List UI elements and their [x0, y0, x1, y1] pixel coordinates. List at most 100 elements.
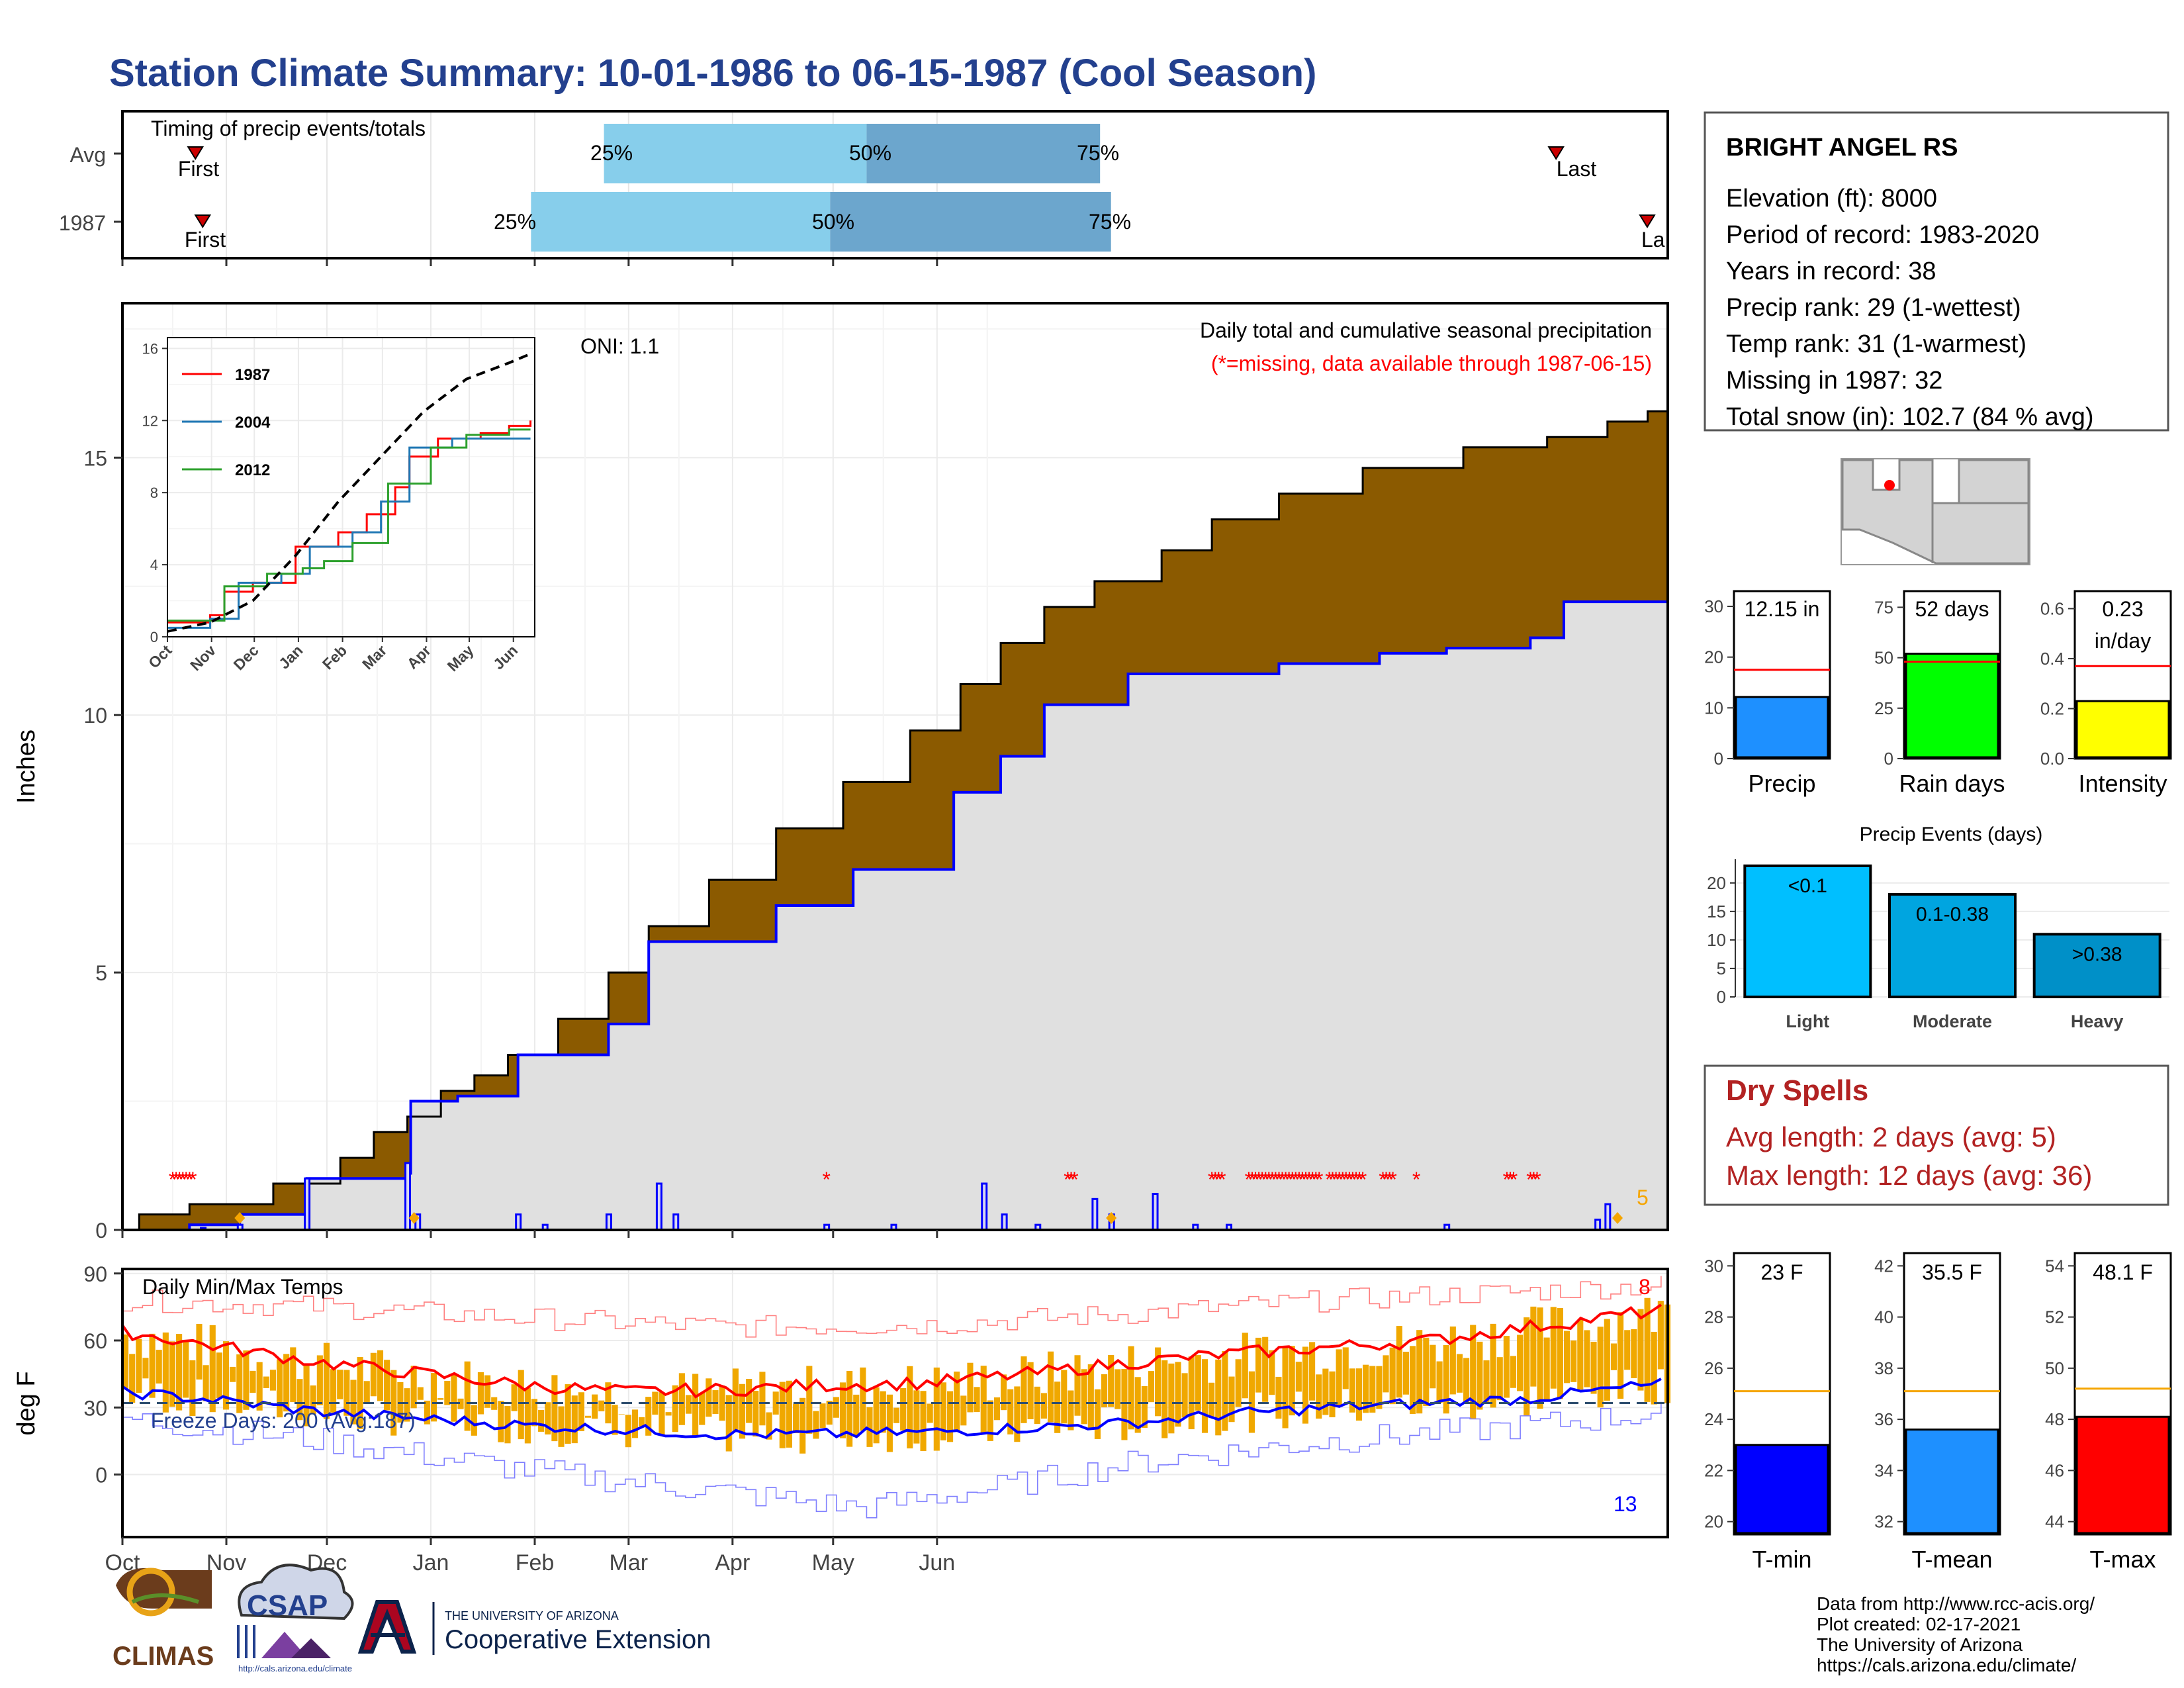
station-line-6: Missing in 1987: 32 [1726, 367, 1942, 395]
tmax-value-label: 48.1 F [2093, 1260, 2153, 1284]
daily-temp-bar-378 [1389, 1347, 1396, 1405]
missing-marker-3: * [179, 1168, 187, 1192]
daily-temp-bar-92 [430, 1373, 437, 1422]
daily-temp-bar-54 [303, 1364, 310, 1427]
x-tick-label-mar: Mar [610, 1550, 649, 1575]
missing-marker-30: * [1295, 1168, 1303, 1192]
missing-marker-26: * [1281, 1168, 1289, 1192]
daily-temp-bar-336 [1248, 1371, 1255, 1433]
daily-precip-bar-3 [404, 1162, 412, 1231]
inset-ytick-label-1: 4 [150, 557, 158, 573]
daily-temp-bar-38 [250, 1370, 256, 1393]
daily-temp-bar-352 [1302, 1346, 1309, 1424]
freeze-days-label: Freeze Days: 200 (Avg:187) [151, 1409, 416, 1432]
timing-bar-q50-q75-0 [866, 124, 1101, 183]
daily-temp-bar-224 [873, 1387, 880, 1444]
daily-temp-bar-148 [618, 1414, 625, 1415]
daily-temp-bar-446 [1617, 1312, 1624, 1399]
missing-marker-32: * [1302, 1168, 1310, 1192]
daily-temp-bar-44 [269, 1370, 276, 1391]
missing-marker-15: * [1245, 1168, 1253, 1192]
ua-big-text: Cooperative Extension [445, 1625, 711, 1654]
daily-temp-bar-306 [1148, 1371, 1155, 1403]
daily-temp-bar-72 [363, 1381, 370, 1404]
missing-marker-5: * [185, 1168, 193, 1192]
precip-label-main: Daily total and cumulative seasonal prec… [1200, 318, 1652, 342]
avg-last-label: Last [1557, 157, 1597, 181]
daily-temp-bar-310 [1161, 1360, 1168, 1438]
missing-marker-50: * [1385, 1168, 1393, 1192]
inset-line-2012 [167, 428, 531, 622]
x-tick-label-may: May [812, 1550, 854, 1575]
daily-temp-bar-380 [1396, 1326, 1402, 1398]
daily-temp-bar-404 [1477, 1341, 1483, 1410]
timing-panel: Timing of precip events/totals Avg 1987 … [59, 110, 1669, 266]
precip-ytick-label-0: 0 [1714, 749, 1723, 769]
missing-marker-40: * [1335, 1168, 1343, 1192]
temp-ytick-label-2: 60 [83, 1329, 107, 1353]
timing-row-avg: Avg [69, 143, 106, 167]
daily-temp-bar-334 [1242, 1333, 1248, 1399]
daily-temp-bar-230 [893, 1407, 900, 1423]
footer-line-1: Data from http://www.rcc-acis.org/ [1817, 1593, 2095, 1614]
events-xlabel-1: Moderate [1913, 1011, 1992, 1031]
inset-ytick-label-2: 8 [150, 485, 158, 501]
missing-marker-8: * [1064, 1168, 1071, 1192]
rain-days-ytick-label-2: 50 [1874, 648, 1893, 668]
events-ytick-label-4: 20 [1707, 873, 1726, 893]
station-line-7: Total snow (in): 102.7 (84 % avg) [1726, 403, 2094, 431]
dry-spells-box: Dry Spells Avg length: 2 days (avg: 5) M… [1704, 1064, 2169, 1206]
csap-url: http://cals.arizona.edu/climate [238, 1664, 352, 1673]
daily-temp-bar-278 [1054, 1382, 1061, 1433]
daily-temp-bar-164 [672, 1385, 678, 1432]
daily-temp-bar-200 [793, 1403, 799, 1434]
daily-temp-bar-260 [993, 1397, 1001, 1421]
daily-temp-bar-218 [853, 1394, 860, 1437]
missing-marker-43: * [1345, 1168, 1353, 1192]
events-xlabel-0: Light [1786, 1011, 1829, 1031]
daily-temp-bar-10 [156, 1350, 162, 1384]
precip-ytick-label-2: 10 [83, 704, 107, 727]
daily-temp-bar-356 [1316, 1374, 1322, 1419]
inset-legend-label-2: 2012 [235, 461, 270, 479]
daily-temp-bar-458 [1657, 1301, 1664, 1370]
oni-label: ONI: 1.1 [580, 334, 659, 358]
events-ytick-label-1: 5 [1717, 959, 1726, 978]
y1987-last-label: La [1641, 228, 1665, 252]
daily-temp-bar-70 [357, 1357, 363, 1429]
record-max-line [122, 1276, 1662, 1338]
daily-temp-bar-234 [907, 1366, 913, 1449]
daily-temp-bar-358 [1322, 1368, 1329, 1415]
daily-temp-bar-362 [1336, 1349, 1342, 1406]
daily-temp-bar-418 [1524, 1317, 1530, 1416]
daily-temp-bar-242 [933, 1367, 940, 1451]
daily-temp-bar-272 [1034, 1386, 1040, 1424]
avg-p50: 50% [849, 141, 891, 165]
daily-temp-bar-150 [625, 1415, 631, 1448]
daily-temp-bar-250 [960, 1395, 967, 1426]
csap-text: CSAP [247, 1589, 328, 1622]
y1987-p50: 50% [812, 210, 854, 234]
daily-temp-bar-340 [1262, 1336, 1269, 1402]
events-bar-heavy [2032, 933, 2161, 998]
inset-xtick-label-4: Feb [319, 641, 350, 673]
inset-chart: 0 4 8 12 16 Oct Nov Dec Jan Feb Mar Apr May Jun 1987 2… [142, 337, 535, 675]
daily-temp-bar-214 [839, 1382, 846, 1438]
inset-xtick-label-3: Jan [275, 641, 306, 672]
daily-temp-bar-232 [900, 1387, 907, 1431]
daily-temp-bar-394 [1443, 1344, 1449, 1414]
daily-temp-bar-246 [947, 1391, 954, 1442]
temp-panel: 0 30 60 90 deg F Daily Min/Max Temps Freeze… [13, 1262, 1671, 1545]
daily-temp-bar-180 [725, 1395, 732, 1452]
daily-temp-bar-296 [1115, 1369, 1121, 1409]
inset-xtick-label-6: Apr [404, 641, 434, 672]
events-bar-moderate [1888, 893, 2017, 998]
daily-temp-bar-412 [1503, 1336, 1510, 1398]
daily-temp-bar-160 [659, 1392, 665, 1435]
daily-temp-bar-138 [584, 1415, 592, 1418]
inset-xtick-label-1: Nov [187, 641, 219, 674]
events-bar-label-0: <0.1 [1788, 875, 1827, 897]
precip-ytick-label-3: 15 [83, 446, 107, 470]
daily-precip-bar-7 [605, 1213, 612, 1231]
daily-temp-bar-102 [464, 1361, 471, 1431]
